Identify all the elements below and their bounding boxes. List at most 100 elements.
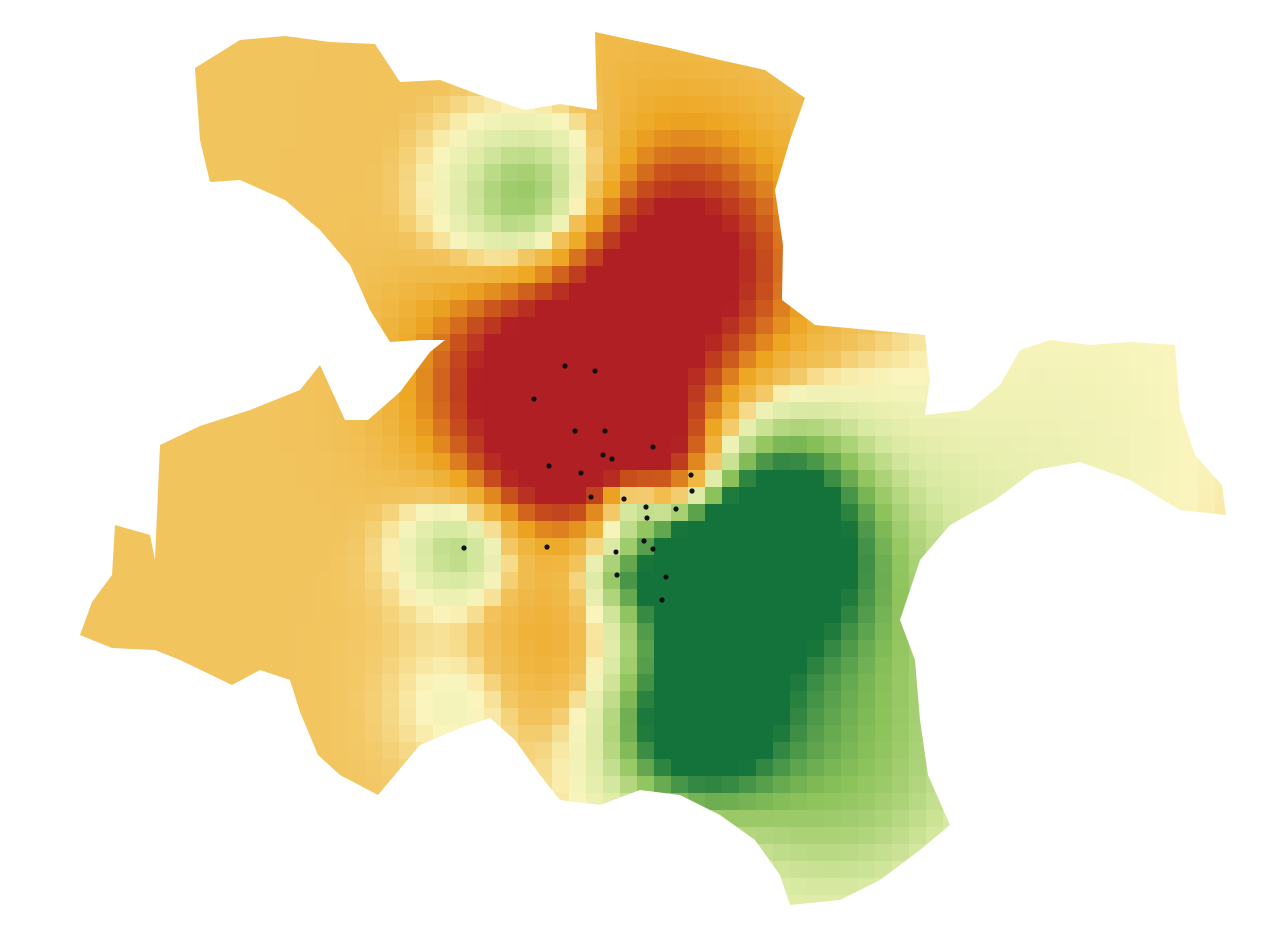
raster-cell xyxy=(433,895,451,905)
location-point-marker[interactable] xyxy=(650,444,656,450)
raster-cell xyxy=(382,844,400,862)
raster-cell xyxy=(1011,96,1029,114)
raster-cell xyxy=(960,759,978,777)
raster-cell xyxy=(127,691,145,709)
raster-cell xyxy=(467,878,485,896)
raster-cell xyxy=(892,181,910,199)
raster-cell xyxy=(977,878,995,896)
raster-cell xyxy=(943,606,961,624)
raster-cell xyxy=(1045,45,1063,63)
raster-cell xyxy=(161,436,179,454)
raster-cell xyxy=(773,283,791,301)
location-point-marker[interactable] xyxy=(663,574,669,580)
raster-cell xyxy=(348,317,366,335)
location-point-marker[interactable] xyxy=(689,488,695,494)
location-point-marker[interactable] xyxy=(592,368,598,374)
location-point-marker[interactable] xyxy=(614,572,620,578)
raster-cell xyxy=(960,470,978,488)
raster-cell xyxy=(314,419,332,437)
raster-cell xyxy=(654,725,672,743)
raster-cell xyxy=(212,79,230,97)
raster-cell xyxy=(705,487,723,505)
raster-cell xyxy=(994,827,1012,845)
raster-cell xyxy=(331,861,349,879)
raster-cell xyxy=(127,878,145,896)
raster-cell xyxy=(875,487,893,505)
raster-cell xyxy=(195,215,213,233)
raster-cell xyxy=(450,351,468,369)
location-point-marker[interactable] xyxy=(546,463,552,469)
raster-cell xyxy=(1198,266,1216,284)
raster-cell xyxy=(1079,130,1097,148)
raster-cell xyxy=(909,504,927,522)
location-point-marker[interactable] xyxy=(643,504,649,510)
raster-cell xyxy=(790,96,808,114)
raster-cell xyxy=(450,215,468,233)
raster-cell xyxy=(569,249,587,267)
location-point-marker[interactable] xyxy=(613,549,619,555)
location-point-marker[interactable] xyxy=(609,456,615,462)
raster-cell xyxy=(416,130,434,148)
location-point-marker[interactable] xyxy=(621,496,627,502)
raster-cell xyxy=(195,79,213,97)
location-point-marker[interactable] xyxy=(688,472,694,478)
raster-cell xyxy=(212,436,230,454)
location-point-marker[interactable] xyxy=(650,546,656,552)
raster-cell xyxy=(824,32,842,46)
raster-cell xyxy=(603,368,621,386)
location-point-marker[interactable] xyxy=(531,396,537,402)
raster-cell xyxy=(909,623,927,641)
location-point-marker[interactable] xyxy=(544,544,550,550)
raster-cell xyxy=(620,266,638,284)
location-point-marker[interactable] xyxy=(461,545,467,551)
raster-cell xyxy=(1130,45,1148,63)
raster-cell xyxy=(1164,691,1182,709)
location-point-marker[interactable] xyxy=(572,428,578,434)
raster-cell xyxy=(1147,419,1165,437)
raster-cell xyxy=(1113,572,1131,590)
raster-cell xyxy=(807,759,825,777)
raster-cell xyxy=(80,368,94,386)
raster-cell xyxy=(195,266,213,284)
raster-cell xyxy=(450,521,468,539)
raster-cell xyxy=(501,453,519,471)
raster-cell xyxy=(229,793,247,811)
location-point-marker[interactable] xyxy=(600,452,606,458)
raster-cell xyxy=(773,79,791,97)
raster-cell xyxy=(297,810,315,828)
location-point-marker[interactable] xyxy=(588,494,594,500)
raster-cell xyxy=(127,470,145,488)
raster-cell xyxy=(280,810,298,828)
raster-cell xyxy=(331,895,349,905)
raster-cell xyxy=(1062,266,1080,284)
raster-cell xyxy=(977,32,995,46)
raster-cell xyxy=(705,572,723,590)
raster-cell xyxy=(1164,470,1182,488)
raster-cell xyxy=(297,368,315,386)
raster-cell xyxy=(365,793,383,811)
location-point-marker[interactable] xyxy=(602,428,608,434)
location-point-marker[interactable] xyxy=(659,597,665,603)
raster-cell xyxy=(161,725,179,743)
raster-cell xyxy=(1113,895,1131,905)
raster-cell xyxy=(790,674,808,692)
raster-cell xyxy=(450,198,468,216)
raster-cell xyxy=(773,810,791,828)
raster-cell xyxy=(654,793,672,811)
location-point-marker[interactable] xyxy=(562,363,568,369)
location-point-marker[interactable] xyxy=(644,515,650,521)
raster-cell xyxy=(586,776,604,794)
raster-cell xyxy=(637,470,655,488)
raster-cell xyxy=(875,300,893,318)
raster-cell xyxy=(552,606,570,624)
raster-cell xyxy=(297,538,315,556)
location-point-marker[interactable] xyxy=(673,506,679,512)
raster-cell xyxy=(80,181,94,199)
raster-cell xyxy=(1011,147,1029,165)
raster-cell xyxy=(280,504,298,522)
raster-cell xyxy=(841,45,859,63)
raster-cell xyxy=(501,249,519,267)
location-point-marker[interactable] xyxy=(641,538,647,544)
location-point-marker[interactable] xyxy=(578,470,584,476)
